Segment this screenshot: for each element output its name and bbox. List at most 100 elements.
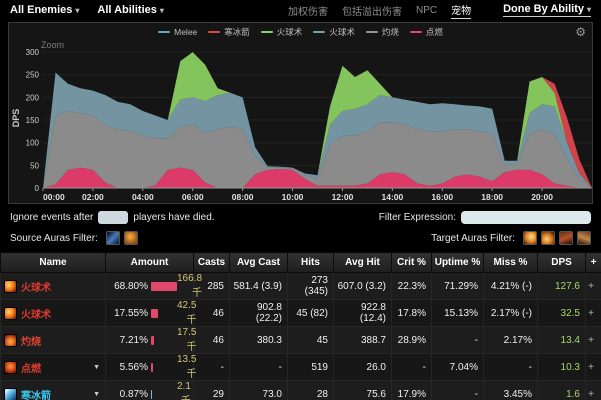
crit-cell: - — [391, 353, 432, 381]
name-cell[interactable]: 寒冰箭 ▼ — [0, 380, 106, 400]
dps-cell: 1.6 — [537, 380, 586, 400]
topbar-link[interactable]: 加权伤害 — [287, 6, 328, 18]
ability-table: Name Amount Casts Avg Cast Hits Avg Hit Crit %… — [0, 252, 601, 400]
legend-swatch-icon — [158, 31, 171, 33]
amount-percent: 0.87% — [119, 388, 148, 400]
amount-value: 166.8千 — [177, 273, 203, 299]
column-header[interactable]: DPS — [537, 252, 586, 273]
column-header[interactable]: Amount — [105, 252, 194, 273]
name-cell[interactable]: 火球术 — [0, 299, 106, 327]
column-header[interactable]: Avg Hit — [333, 252, 392, 273]
dps-chart-svg[interactable]: 0 50 100 150 200 250 300 00:00 02:00 04:00 06:00 08… — [17, 37, 600, 203]
deaths-count-input[interactable] — [98, 211, 129, 224]
legend-label: 寒冰箭 — [224, 27, 250, 37]
filter-expression-label: Filter Expression: — [378, 212, 456, 223]
view-dropdown-label: Done By Ability — [503, 3, 584, 15]
x-tick-label: 20:00 — [531, 192, 553, 202]
amount-percent: 7.21% — [119, 334, 148, 346]
ability-name[interactable]: 火球术 — [21, 282, 51, 294]
legend-item[interactable]: 灼烧 — [365, 26, 399, 38]
legend-item[interactable]: 火球术 — [313, 26, 355, 38]
expand-plus-button[interactable]: + — [585, 326, 601, 354]
column-header[interactable]: + — [585, 252, 601, 273]
ability-name[interactable]: 寒冰箭 — [21, 390, 51, 400]
fireball-icon — [4, 279, 17, 293]
legend-item[interactable]: 寒冰箭 — [208, 26, 250, 38]
topbar-link[interactable]: 宠物 — [451, 2, 472, 19]
ignore-events-label-before: Ignore events after — [10, 212, 94, 223]
gear-icon[interactable]: ⚙ — [575, 25, 586, 39]
ability-name[interactable]: 火球术 — [21, 309, 51, 321]
scorch-icon — [4, 333, 17, 347]
topbar: All Enemies ▾ All Abilities ▾ 加权伤害 包括溢出伤害 NP… — [0, 0, 601, 20]
column-header[interactable]: Miss % — [483, 252, 538, 273]
aura-icon-flame-2[interactable] — [541, 231, 555, 245]
name-cell[interactable]: 火球术 — [0, 272, 106, 300]
legend-item[interactable]: 点燃 — [409, 26, 443, 38]
table-row[interactable]: 火球术 17.55% 42.5千 46 902.8 (22.2) 45 (82) 922.8… — [0, 299, 601, 327]
name-cell[interactable]: 灼烧 — [0, 326, 106, 354]
casts-cell: 46 — [193, 326, 230, 354]
view-dropdown[interactable]: Done By Ability ▾ — [503, 3, 591, 17]
enemies-dropdown[interactable]: All Enemies ▾ — [10, 4, 79, 16]
column-header[interactable]: Crit % — [391, 252, 432, 273]
avg-cast-cell: - — [229, 353, 288, 381]
aura-icon-orange[interactable] — [123, 231, 138, 245]
hits-cell: 273 (345) — [287, 272, 334, 300]
hits-cell: 28 — [287, 380, 334, 400]
expand-plus-button[interactable]: + — [585, 299, 601, 327]
x-tick-label: 02:00 — [82, 192, 104, 202]
aura-icon-ember[interactable] — [559, 231, 573, 245]
aura-icon-blue[interactable] — [105, 231, 120, 245]
aura-icon-claw[interactable] — [577, 231, 591, 245]
column-header[interactable]: Hits — [287, 252, 334, 273]
legend-item[interactable]: Melee — [158, 27, 197, 37]
legend-label: Melee — [174, 27, 198, 37]
column-header[interactable]: Name — [0, 252, 106, 273]
crit-cell: 17.8% — [391, 299, 432, 327]
uptime-cell: - — [431, 380, 484, 400]
dps-chart-panel: Melee 寒冰箭 火球术 火球术 灼烧 点燃 ⚙ Zoom DPS 0 50 100 150 2… — [8, 22, 593, 204]
legend-swatch-icon — [208, 31, 221, 33]
crit-cell: 28.9% — [391, 326, 432, 354]
y-tick-label: 100 — [26, 139, 40, 148]
expand-caret-icon[interactable]: ▼ — [93, 363, 100, 371]
expand-caret-icon[interactable]: ▼ — [93, 390, 100, 398]
amount-bar-zone — [148, 362, 177, 372]
x-tick-label: 08:00 — [232, 192, 254, 202]
abilities-dropdown[interactable]: All Abilities ▾ — [97, 4, 164, 16]
legend-swatch-icon — [313, 31, 326, 33]
expand-plus-button[interactable]: + — [585, 353, 601, 381]
expand-plus-button[interactable]: + — [585, 272, 601, 300]
casts-cell: - — [193, 353, 230, 381]
dps-cell: 10.3 — [537, 353, 586, 381]
table-row[interactable]: 火球术 68.80% 166.8千 285 581.4 (3.9) 273 (345) 60… — [0, 272, 601, 300]
avg-hit-cell: 388.7 — [333, 326, 392, 354]
table-row[interactable]: 点燃 ▼ 5.56% 13.5千 - -519 26.0-7.04% -10.3 + — [0, 353, 601, 381]
avg-hit-cell: 75.6 — [333, 380, 392, 400]
ability-name[interactable]: 灼烧 — [21, 336, 41, 348]
events-filter-row: Ignore events after players have died. F… — [10, 211, 591, 224]
filter-expression-input[interactable] — [461, 211, 591, 224]
topbar-link[interactable]: 包括溢出伤害 — [341, 6, 402, 18]
y-tick-label: 300 — [26, 48, 40, 57]
column-header[interactable]: Avg Cast — [229, 252, 288, 273]
column-header[interactable]: Uptime % — [431, 252, 484, 273]
legend-label: 火球术 — [276, 27, 303, 37]
legend-item[interactable]: 火球术 — [260, 26, 303, 38]
expand-plus-button[interactable]: + — [585, 380, 601, 400]
uptime-cell: - — [431, 326, 484, 354]
x-tick-label: 10:00 — [282, 192, 304, 202]
table-row[interactable]: 灼烧 7.21% 17.5千 46 380.3 45 388.7 28.9% -2.17% 13.… — [0, 326, 601, 354]
source-auras-label: Source Auras Filter: — [10, 232, 98, 244]
name-cell[interactable]: 点燃 ▼ — [0, 353, 106, 381]
topbar-link[interactable]: NPC — [415, 4, 438, 16]
aura-icon-flame-1[interactable] — [523, 231, 537, 245]
avg-hit-cell: 922.8 (12.4) — [333, 299, 392, 327]
ability-name[interactable]: 点燃 — [21, 363, 41, 375]
amount-cell: 7.21% 17.5千 — [105, 326, 196, 354]
legend-swatch-icon — [260, 31, 273, 33]
legend-swatch-icon — [409, 31, 422, 33]
column-header[interactable]: Casts — [193, 252, 230, 273]
